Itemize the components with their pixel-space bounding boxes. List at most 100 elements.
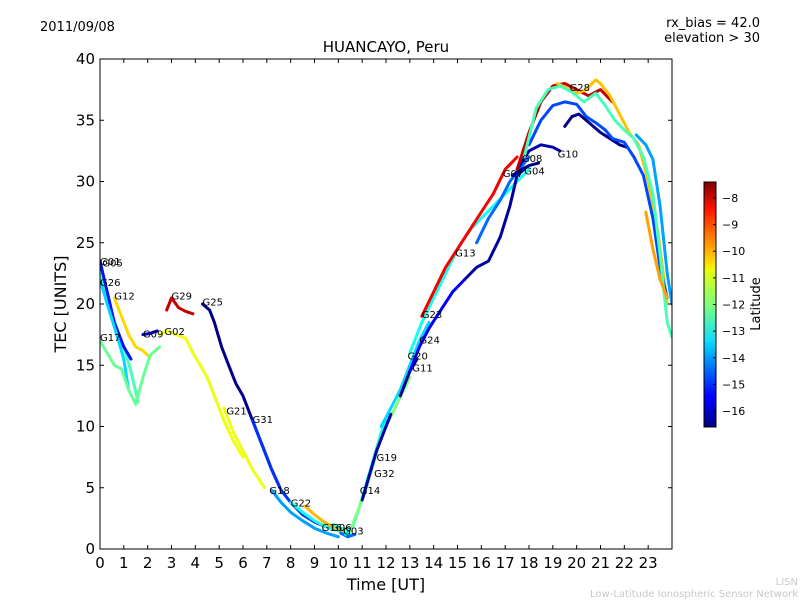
series-label-g05: G05 bbox=[102, 258, 122, 269]
series-g29 bbox=[165, 296, 195, 316]
footer-network-short: LISN bbox=[776, 577, 798, 588]
x-tick-label: 1 bbox=[119, 554, 129, 572]
series-label-g06: G06 bbox=[331, 523, 351, 534]
series-label-g16: G16 bbox=[322, 523, 342, 534]
x-tick-label: 0 bbox=[95, 554, 105, 572]
y-tick-label: 40 bbox=[76, 50, 95, 68]
x-tick-label: 6 bbox=[238, 554, 248, 572]
series-label-g22: G22 bbox=[291, 498, 311, 509]
colorbar-ticks: −8 −9 −10 −11 −12 −13 −14 −15 −16 bbox=[713, 192, 745, 418]
series-g24 bbox=[408, 278, 467, 373]
x-tick-label: 12 bbox=[376, 554, 395, 572]
series-label-g14: G14 bbox=[360, 486, 380, 497]
x-tick-label: 23 bbox=[639, 554, 658, 572]
series-label-g28: G28 bbox=[570, 83, 590, 94]
series-g22 bbox=[289, 500, 352, 536]
x-tick-label: 18 bbox=[519, 554, 538, 572]
series-label-g03: G03 bbox=[343, 527, 363, 538]
series-g13 bbox=[420, 155, 519, 318]
colorbar-tick-label: −11 bbox=[722, 272, 745, 285]
colorbar-tick-label: −10 bbox=[722, 245, 745, 258]
series-label-g08: G08 bbox=[522, 154, 542, 165]
x-tick-label: 22 bbox=[615, 554, 634, 572]
series-label-g23: G23 bbox=[422, 310, 442, 321]
series-label-g19: G19 bbox=[376, 453, 396, 464]
series-label-g18: G18 bbox=[269, 486, 289, 497]
colorbar-tick-label: −14 bbox=[722, 352, 745, 365]
x-tick-label: 14 bbox=[424, 554, 443, 572]
series-g26 bbox=[100, 278, 131, 392]
series-label-g12: G12 bbox=[114, 291, 134, 302]
y-tick-label: 30 bbox=[76, 173, 95, 191]
y-tick-label: 5 bbox=[85, 479, 95, 497]
series-g17 bbox=[100, 339, 162, 406]
series-label-g01: G01 bbox=[100, 257, 120, 268]
series-label-g13: G13 bbox=[455, 249, 475, 260]
colorbar-tick-label: −9 bbox=[722, 219, 738, 232]
series-g16 bbox=[303, 504, 345, 533]
colorbar-label: Latitude bbox=[749, 277, 764, 331]
series-g-late-a bbox=[563, 112, 629, 149]
footer-network-full: Low-Latitude Ionospheric Sensor Network bbox=[590, 589, 798, 600]
series-g-late-d bbox=[644, 210, 669, 300]
series-g02 bbox=[158, 329, 245, 459]
x-axis-label: Time [UT] bbox=[346, 575, 425, 594]
y-tick-label: 15 bbox=[76, 356, 95, 374]
series-g18 bbox=[270, 488, 340, 539]
x-tick-label: 9 bbox=[310, 554, 320, 572]
colorbar-tick-label: −12 bbox=[722, 299, 745, 312]
x-tick-label: 20 bbox=[567, 554, 586, 572]
x-tick-label: 16 bbox=[472, 554, 491, 572]
series-g-late-c bbox=[522, 84, 672, 339]
x-tick-label: 17 bbox=[496, 554, 515, 572]
series-g07 bbox=[463, 167, 526, 281]
series-label-g02: G02 bbox=[164, 327, 184, 338]
series-g03 bbox=[339, 531, 357, 539]
x-tick-label: 11 bbox=[353, 554, 372, 572]
series-g20 bbox=[379, 320, 431, 428]
series-g12 bbox=[112, 296, 150, 357]
series-g04 bbox=[510, 161, 540, 177]
colorbar-tick-label: −15 bbox=[722, 378, 745, 391]
series-layer bbox=[100, 78, 672, 539]
y-tick-label: 25 bbox=[76, 234, 95, 252]
series-label-g07: G07 bbox=[503, 169, 523, 180]
series-label-g31: G31 bbox=[253, 415, 273, 426]
series-label-g17: G17 bbox=[100, 333, 120, 344]
series-g28b bbox=[556, 78, 669, 306]
x-tick-label: 10 bbox=[329, 554, 348, 572]
series-label-g11: G11 bbox=[412, 364, 432, 375]
series-label-g21: G21 bbox=[226, 407, 246, 418]
x-tick-label: 19 bbox=[543, 554, 562, 572]
chart-title: HUANCAYO, Peru bbox=[323, 38, 449, 56]
rx-bias-label: rx_bias = 42.0 bbox=[666, 16, 760, 31]
series-label-g29: G29 bbox=[172, 291, 192, 302]
y-tick-label: 20 bbox=[76, 295, 95, 313]
x-tick-label: 15 bbox=[448, 554, 467, 572]
series-label-g25: G25 bbox=[202, 298, 222, 309]
y-axis-label: TEC [UNITS] bbox=[51, 256, 70, 354]
x-tick-label: 2 bbox=[143, 554, 153, 572]
y-tick-label: 0 bbox=[85, 540, 95, 558]
series-g05 bbox=[100, 259, 133, 361]
y-tick-label: 10 bbox=[76, 418, 95, 436]
series-label-g04: G04 bbox=[524, 166, 544, 177]
series-g21 bbox=[222, 406, 266, 490]
series-label-g26: G26 bbox=[100, 278, 120, 289]
series-g09 bbox=[141, 329, 159, 337]
elevation-label: elevation > 30 bbox=[664, 31, 760, 46]
colorbar-tick-label: −8 bbox=[722, 192, 738, 205]
x-tick-label: 4 bbox=[191, 554, 201, 572]
series-label-g20: G20 bbox=[407, 351, 427, 362]
x-tick-label: 3 bbox=[167, 554, 177, 572]
x-tick-label: 5 bbox=[214, 554, 224, 572]
series-g-late-e bbox=[634, 133, 672, 306]
colorbar-tick-label: −16 bbox=[722, 405, 745, 418]
x-tick-label: 8 bbox=[286, 554, 296, 572]
x-tick-label: 13 bbox=[400, 554, 419, 572]
date-label: 2011/09/08 bbox=[40, 20, 115, 35]
series-label-g09: G09 bbox=[143, 329, 163, 340]
series-label-g10: G10 bbox=[558, 149, 578, 160]
